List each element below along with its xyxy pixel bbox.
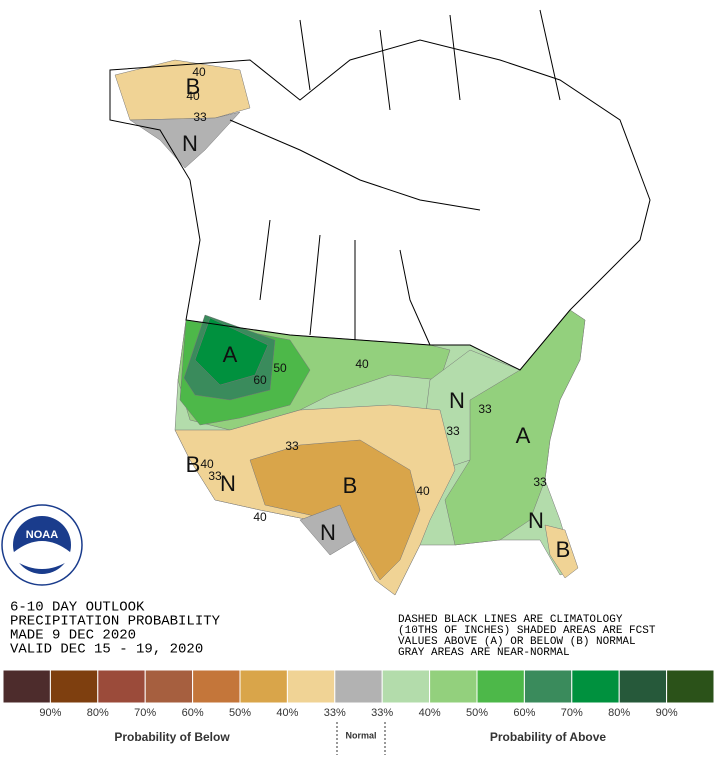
- legend-label: 40%: [419, 707, 441, 719]
- alaska-normal: [129, 111, 241, 169]
- contour-label: 33: [533, 475, 547, 489]
- header-line: PRECIPITATION PROBABILITY: [10, 614, 221, 630]
- contour-label: 40: [253, 510, 267, 524]
- legend-swatch: [571, 669, 620, 704]
- legend-label: 90%: [39, 707, 61, 719]
- legend-swatch: [618, 669, 668, 704]
- region-label: B: [556, 537, 571, 562]
- contour-label: 60: [253, 373, 267, 387]
- legend-swatch: [334, 669, 383, 704]
- contour-labels: 40 40 33 60 50 40 33 33 33 40 33 40 40 3…: [186, 65, 547, 524]
- header-line: MADE 9 DEC 2020: [10, 628, 136, 644]
- notes: DASHED BLACK LINES ARE CLIMATOLOGY (10TH…: [398, 614, 656, 659]
- contour-label: 40: [355, 357, 369, 371]
- florida-below: [544, 524, 579, 579]
- region-label: N: [220, 471, 236, 496]
- region-label: N: [528, 508, 544, 533]
- legend-swatch: [429, 669, 478, 704]
- contour-label: 33: [285, 439, 299, 453]
- contour-label: 40: [186, 89, 200, 103]
- logo-text: NOAA: [26, 529, 58, 541]
- contour-label: 40: [192, 65, 206, 79]
- contour-label: 50: [273, 361, 287, 375]
- legend-title: Normal: [345, 730, 376, 740]
- legend-swatch: [192, 669, 241, 704]
- legend-label: 50%: [229, 707, 251, 719]
- legend-label: 70%: [134, 707, 156, 719]
- legend-label: 70%: [561, 707, 583, 719]
- noaa-logo: NOAA: [1, 504, 83, 586]
- alaska-below: [114, 59, 251, 121]
- legend-label: 40%: [276, 707, 298, 719]
- legend: Probability of Below Normal Probability …: [2, 669, 715, 755]
- southwest-normal: [299, 504, 356, 556]
- legend-swatch: [239, 669, 288, 704]
- contour-label: 33: [446, 424, 460, 438]
- legend-swatch: [49, 669, 99, 704]
- contour-label: 40: [416, 484, 430, 498]
- legend-label: 80%: [87, 707, 109, 719]
- legend-swatch: [666, 669, 715, 704]
- region-label: B: [186, 74, 201, 99]
- legend-label: 50%: [466, 707, 488, 719]
- legend-swatch: [144, 669, 194, 704]
- legend-swatch: [476, 669, 525, 704]
- region-label: N: [182, 131, 198, 156]
- outlook-header: 6-10 DAY OUTLOOK PRECIPITATION PROBABILI…: [10, 600, 221, 658]
- region-label: A: [516, 423, 531, 448]
- header-line: VALID DEC 15 - 19, 2020: [10, 642, 203, 658]
- legend-swatch: [523, 669, 573, 704]
- contour-label: 33: [478, 402, 492, 416]
- legend-label: 33%: [324, 707, 346, 719]
- note-line: GRAY AREAS ARE NEAR-NORMAL: [398, 647, 570, 659]
- legend-title: Probability of Below: [114, 730, 230, 744]
- region-label: A: [223, 342, 238, 367]
- contour-label: 33: [193, 110, 207, 124]
- legend-label: 33%: [371, 707, 393, 719]
- region-label: N: [320, 520, 336, 545]
- legend-label: 90%: [656, 707, 678, 719]
- legend-swatch: [97, 669, 146, 704]
- northwest-above-core: [194, 317, 269, 386]
- header-line: 6-10 DAY OUTLOOK: [10, 600, 145, 616]
- legend-label: 60%: [182, 707, 204, 719]
- contour-label: 40: [200, 457, 214, 471]
- region-label: B: [186, 452, 201, 477]
- land-outlines: [109, 9, 651, 371]
- note-line: DASHED BLACK LINES ARE CLIMATOLOGY: [398, 614, 623, 626]
- region-label: B: [343, 473, 358, 498]
- legend-title: Probability of Above: [490, 730, 607, 744]
- region-label: N: [449, 388, 465, 413]
- legend-swatch: [381, 669, 431, 704]
- legend-swatch: [2, 669, 51, 704]
- note-line: VALUES ABOVE (A) OR BELOW (B) NORMAL: [398, 636, 636, 648]
- legend-label: 80%: [608, 707, 630, 719]
- legend-swatch: [286, 669, 336, 704]
- note-line: (10THS OF INCHES) SHADED AREAS ARE FCST: [398, 625, 656, 637]
- legend-label: 60%: [513, 707, 535, 719]
- region-labels: B N A B N B N N A N B: [182, 74, 570, 562]
- contour-label: 33: [208, 469, 222, 483]
